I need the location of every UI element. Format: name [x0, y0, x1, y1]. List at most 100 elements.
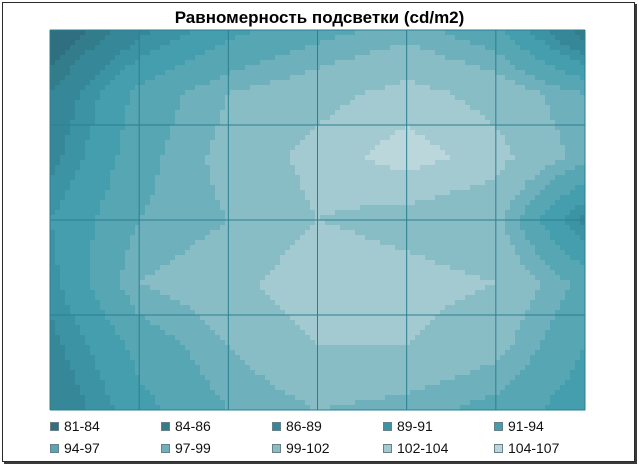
contour-cell	[210, 105, 216, 111]
contour-cell	[495, 160, 501, 166]
contour-cell	[265, 125, 271, 131]
contour-cell	[495, 90, 501, 96]
contour-cell	[345, 255, 351, 261]
contour-cell	[330, 110, 336, 116]
contour-cell	[410, 60, 416, 66]
contour-cell	[195, 35, 201, 41]
contour-cell	[250, 155, 256, 161]
contour-cell	[420, 130, 426, 136]
contour-cell	[520, 95, 526, 101]
contour-cell	[130, 250, 136, 256]
contour-cell	[215, 115, 221, 121]
contour-cell	[340, 80, 346, 86]
contour-cell	[60, 175, 66, 181]
contour-cell	[545, 135, 551, 141]
contour-cell	[555, 155, 561, 161]
contour-cell	[330, 80, 336, 86]
contour-cell	[480, 220, 486, 226]
contour-cell	[405, 185, 411, 191]
contour-cell	[395, 85, 401, 91]
contour-cell	[370, 220, 376, 226]
contour-cell	[115, 170, 121, 176]
contour-cell	[135, 190, 141, 196]
contour-cell	[400, 145, 406, 151]
contour-cell	[90, 120, 96, 126]
contour-cell	[195, 160, 201, 166]
contour-cell	[260, 40, 266, 46]
contour-cell	[195, 145, 201, 151]
contour-cell	[125, 30, 131, 36]
contour-cell	[195, 210, 201, 216]
contour-cell	[565, 210, 571, 216]
contour-cell	[340, 130, 346, 136]
contour-cell	[80, 160, 86, 166]
contour-cell	[480, 175, 486, 181]
contour-cell	[330, 255, 336, 261]
contour-cell	[190, 230, 196, 236]
contour-cell	[115, 115, 121, 121]
contour-cell	[455, 240, 461, 246]
contour-cell	[195, 175, 201, 181]
contour-cell	[390, 260, 396, 266]
contour-cell	[125, 40, 131, 46]
contour-cell	[490, 45, 496, 51]
contour-cell	[325, 50, 331, 56]
contour-cell	[355, 145, 361, 151]
contour-cell	[165, 65, 171, 71]
contour-cell	[265, 180, 271, 186]
contour-cell	[355, 75, 361, 81]
contour-cell	[580, 100, 586, 106]
contour-cell	[435, 40, 441, 46]
contour-cell	[390, 155, 396, 161]
contour-cell	[380, 225, 386, 231]
contour-cell	[480, 155, 486, 161]
contour-cell	[295, 245, 301, 251]
contour-cell	[430, 140, 436, 146]
contour-cell	[440, 115, 446, 121]
contour-cell	[250, 75, 256, 81]
contour-cell	[85, 35, 91, 41]
contour-cell	[290, 50, 296, 56]
contour-cell	[250, 95, 256, 101]
contour-cell	[210, 250, 216, 256]
contour-cell	[525, 175, 531, 181]
contour-cell	[385, 235, 391, 241]
contour-cell	[265, 250, 271, 256]
contour-cell	[395, 70, 401, 76]
contour-cell	[430, 125, 436, 131]
contour-cell	[190, 205, 196, 211]
contour-cell	[205, 115, 211, 121]
contour-cell	[515, 220, 521, 226]
contour-cell	[530, 255, 536, 261]
contour-cell	[305, 105, 311, 111]
contour-cell	[105, 140, 111, 146]
contour-cell	[175, 230, 181, 236]
contour-cell	[450, 150, 456, 156]
contour-cell	[450, 195, 456, 201]
contour-cell	[475, 165, 481, 171]
contour-cell	[235, 65, 241, 71]
contour-cell	[310, 130, 316, 136]
contour-cell	[120, 225, 126, 231]
contour-cell	[375, 60, 381, 66]
contour-cell	[175, 210, 181, 216]
contour-cell	[560, 175, 566, 181]
contour-cell	[380, 45, 386, 51]
contour-cell	[340, 170, 346, 176]
contour-cell	[260, 50, 266, 56]
contour-cell	[560, 115, 566, 121]
contour-cell	[440, 160, 446, 166]
contour-cell	[305, 220, 311, 226]
contour-cell	[120, 220, 126, 226]
contour-cell	[95, 205, 101, 211]
contour-cell	[325, 45, 331, 51]
contour-cell	[215, 225, 221, 231]
contour-cell	[90, 90, 96, 96]
contour-cell	[410, 260, 416, 266]
contour-cell	[580, 225, 586, 231]
contour-cell	[145, 35, 151, 41]
contour-cell	[380, 195, 386, 201]
contour-cell	[565, 235, 571, 241]
contour-cell	[365, 200, 371, 206]
contour-cell	[470, 200, 476, 206]
